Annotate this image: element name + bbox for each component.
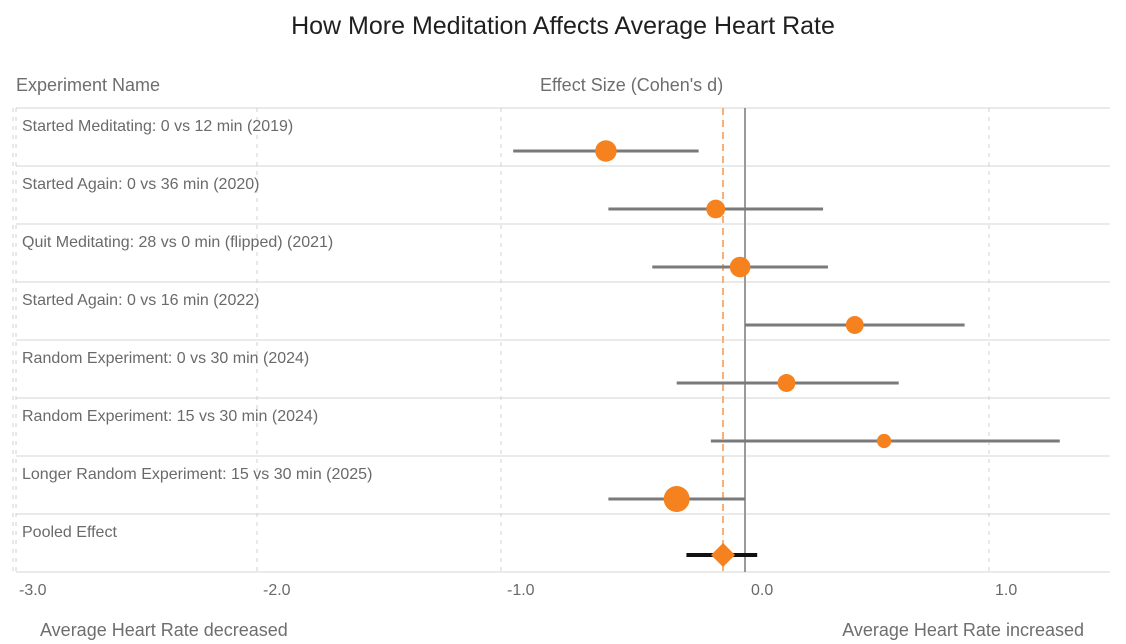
effect-marker — [706, 199, 726, 219]
x-tick-label: -3.0 — [19, 582, 47, 599]
effect-marker — [845, 316, 864, 334]
x-tick-label: 1.0 — [995, 582, 1017, 599]
effect-marker — [663, 486, 690, 512]
pooled-effect-label: Pooled Effect — [22, 524, 117, 541]
effect-marker — [876, 433, 892, 449]
footer-increased-label: Average Heart Rate increased — [842, 620, 1084, 640]
x-tick-label: -1.0 — [507, 582, 535, 599]
x-tick-label: 0.0 — [751, 582, 773, 599]
experiment-label: Quit Meditating: 28 vs 0 min (flipped) (… — [22, 234, 333, 251]
chart-title: How More Meditation Affects Average Hear… — [291, 12, 835, 40]
effect-marker — [777, 374, 796, 392]
experiment-label: Started Again: 0 vs 36 min (2020) — [22, 176, 259, 193]
effect-size-column-header: Effect Size (Cohen's d) — [540, 75, 724, 95]
effect-marker — [729, 256, 751, 278]
experiment-label: Started Again: 0 vs 16 min (2022) — [22, 292, 259, 309]
experiment-label: Random Experiment: 0 vs 30 min (2024) — [22, 350, 309, 367]
experiment-label: Longer Random Experiment: 15 vs 30 min (… — [22, 466, 372, 483]
pooled-effect-diamond — [711, 543, 736, 567]
experiment-label: Started Meditating: 0 vs 12 min (2019) — [22, 118, 293, 135]
experiment-label: Random Experiment: 15 vs 30 min (2024) — [22, 408, 318, 425]
effect-marker — [595, 140, 617, 162]
footer-decreased-label: Average Heart Rate decreased — [40, 620, 288, 640]
x-tick-label: -2.0 — [263, 582, 291, 599]
experiment-column-header: Experiment Name — [16, 75, 161, 95]
